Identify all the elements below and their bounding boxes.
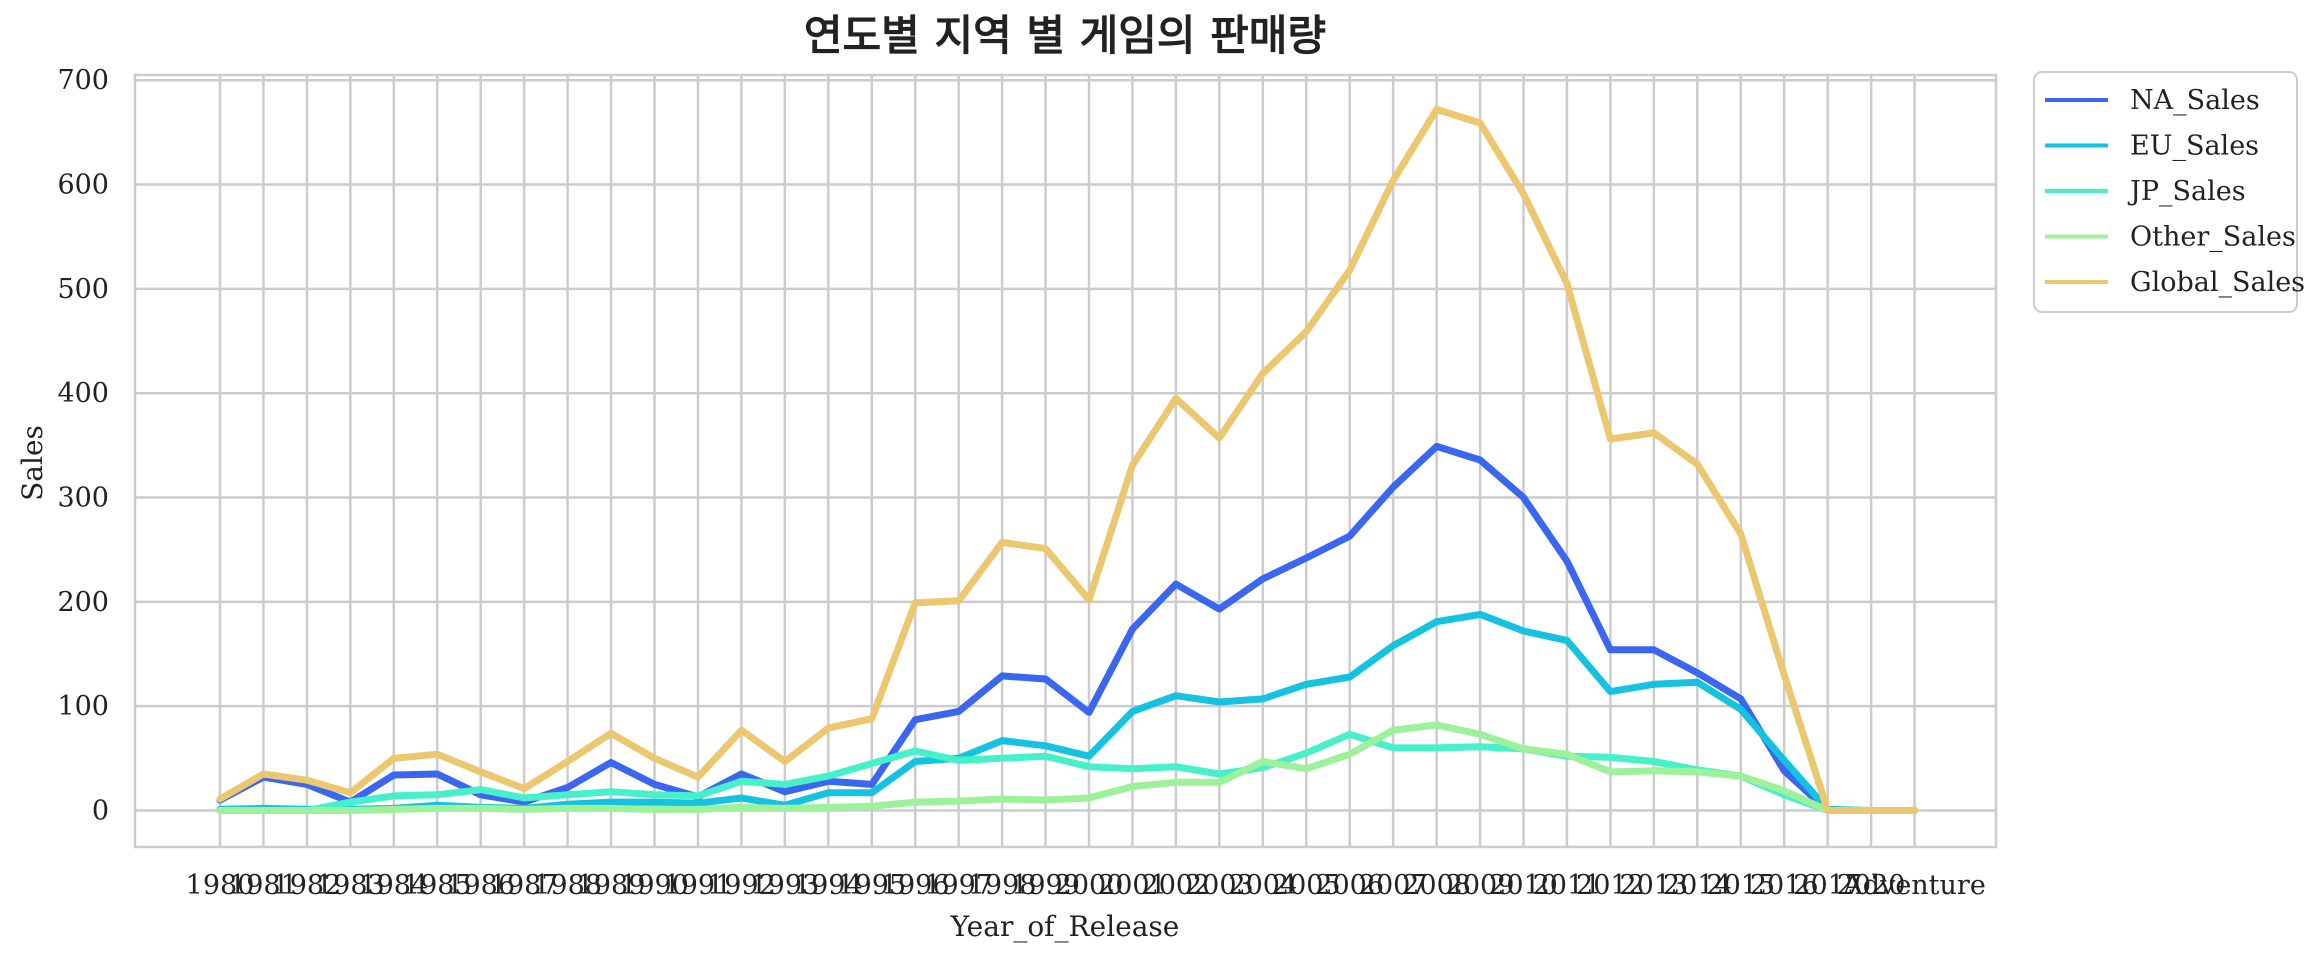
series-line-eu-sales [216,610,1919,814]
y-tick-labels: 0 100 200 300 400 500 600 700 [57,65,109,826]
x-tick-label: 1980 [186,870,255,901]
x-tick-label: 2002 [1142,870,1211,901]
y-tick-label: 300 [57,483,109,514]
x-tick-label: 1988 [533,870,602,901]
x-tick-label: 1999 [1011,870,1080,901]
plot-frame [133,73,1998,849]
legend-label: NA_Sales [2130,85,2260,116]
x-tick-label: 1989 [577,870,646,901]
y-axis-label: Sales [16,425,49,501]
x-tick-label: 2013 [1619,870,1688,901]
x-tick-label: 1981 [229,870,298,901]
chart-title: 연도별 지역 별 게임의 판매량 [804,11,1326,60]
legend-label: Global_Sales [2130,267,2305,298]
series-line-na-sales [216,442,1919,814]
x-tick-label: 2014 [1663,870,1732,901]
legend-box [2033,71,2298,313]
grid [135,75,1996,847]
x-tick-label: 2007 [1359,870,1428,901]
x-tick-label: 1983 [316,870,385,901]
y-tick-label: 400 [57,378,109,409]
x-tick-label: 1990 [620,870,689,901]
x-tick-label: 2009 [1446,870,1515,901]
legend-label: EU_Sales [2130,131,2259,162]
x-tick-label: 2001 [1098,870,1167,901]
x-tick-label: 1984 [359,870,428,901]
series-line-global-sales [216,105,1919,814]
y-tick-label: 100 [57,691,109,722]
x-tick-label: 2016 [1750,870,1819,901]
series-line-jp-sales [216,730,1919,814]
x-tick-label: Adventure [1842,870,1986,901]
x-tick-label: 1996 [881,870,950,901]
x-tick-label: 2010 [1489,870,1558,901]
y-tick-label: 500 [57,274,109,305]
x-tick-label: 1998 [968,870,1037,901]
series-lines [216,105,1919,814]
x-tick-label: 1997 [924,870,993,901]
x-tick-label: 2020 [1837,870,1906,901]
series-line-other-sales [216,721,1919,814]
x-tick-label: 1993 [750,870,819,901]
x-tick-label: 1987 [490,870,559,901]
y-tick-label: 600 [57,170,109,201]
x-tick-label: 2000 [1055,870,1124,901]
legend-label: Other_Sales [2130,222,2296,253]
x-tick-label: 1992 [707,870,776,901]
x-tick-label: 2003 [1185,870,1254,901]
x-tick-label: 1986 [446,870,515,901]
x-tick-label: 2017 [1793,870,1862,901]
y-tick-label: 0 [92,795,109,826]
x-tick-label: 2005 [1272,870,1341,901]
x-axis-label: Year_of_Release [950,910,1180,943]
x-tick-label: 1991 [664,870,733,901]
x-tick-label: 2015 [1706,870,1775,901]
legend-label: JP_Sales [2127,176,2246,207]
legend: NA_Sales EU_Sales JP_Sales Other_Sales Globa… [2033,71,2305,313]
x-tick-labels: 1980198119821983198419851986198719881989… [186,870,1986,901]
y-tick-label: 200 [57,587,109,618]
x-tick-label: 1994 [794,870,863,901]
x-tick-label: 2008 [1402,870,1471,901]
y-tick-label: 700 [57,65,109,96]
x-tick-label: 2006 [1315,870,1384,901]
x-tick-label: 2004 [1228,870,1297,901]
x-tick-label: 2011 [1533,870,1602,901]
x-tick-label: 1995 [837,870,906,901]
x-tick-label: 1982 [273,870,342,901]
x-tick-label: 2012 [1576,870,1645,901]
x-tick-label: 1985 [403,870,472,901]
